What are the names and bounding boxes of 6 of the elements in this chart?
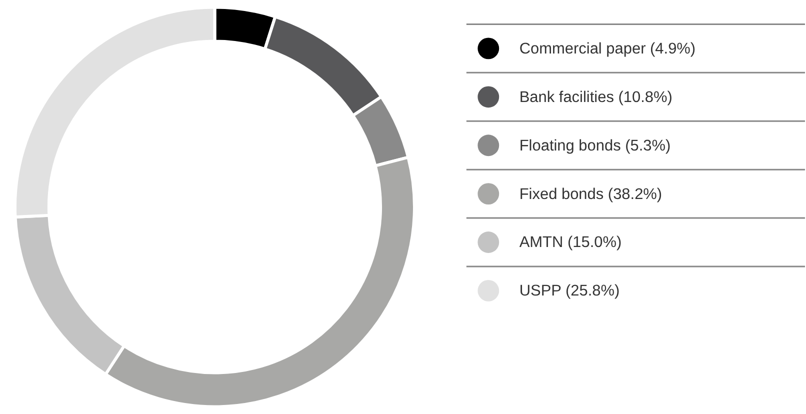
legend-label: USPP (25.8%) xyxy=(519,282,620,300)
legend-label: AMTN (15.0%) xyxy=(519,234,622,252)
legend-label: Floating bonds (5.3%) xyxy=(519,137,671,154)
legend-label: Fixed bonds (38.2%) xyxy=(519,186,662,203)
legend-label: Commercial paper (4.9%) xyxy=(519,40,696,58)
legend-label: Bank facilities (10.8%) xyxy=(519,88,672,106)
